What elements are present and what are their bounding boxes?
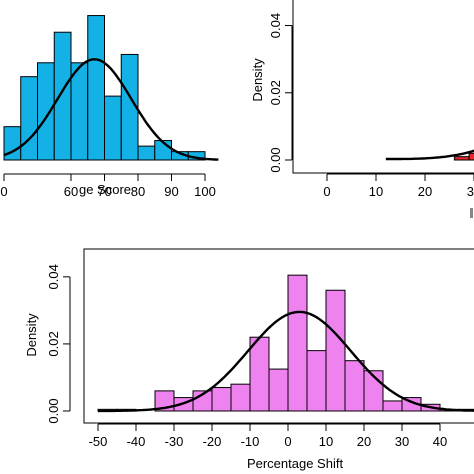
histogram-bar <box>87 15 105 161</box>
y-axis-ticks: 0.00 0.02 0.04 <box>46 264 70 424</box>
y-tick-label: 0.04 <box>46 264 61 289</box>
x-tick-label: 0 <box>323 184 330 199</box>
x-tick-label: 80 <box>131 184 145 199</box>
x-axis-ticks: 0 10 20 30 <box>323 174 474 199</box>
y-tick-label: 0.02 <box>46 331 61 356</box>
histogram-panel-top-right: 0.00 0.02 0.04 Density 0 10 20 30 <box>250 0 474 218</box>
histogram-bar <box>20 76 38 161</box>
x-tick-label: 10 <box>319 434 333 449</box>
x-tick-label: 10 <box>369 184 383 199</box>
x-tick-label: -10 <box>241 434 260 449</box>
x-tick-label: 40 <box>433 434 447 449</box>
histogram-bar <box>120 53 139 161</box>
x-tick-label: 90 <box>164 184 178 199</box>
histogram-bar <box>249 336 270 412</box>
histogram-panel-top-left: 0 60 70 80 90 100 ge Score <box>0 15 219 199</box>
histogram-bar <box>70 62 89 161</box>
histogram-bar <box>468 152 474 161</box>
y-axis-label: Density <box>250 58 265 102</box>
histogram-bar <box>37 62 55 161</box>
histogram-bar <box>382 400 403 412</box>
x-axis-label: ge Score <box>79 182 131 197</box>
x-tick-label: 30 <box>395 434 409 449</box>
x-tick-label: 20 <box>357 434 371 449</box>
density-curve <box>97 310 474 413</box>
plot-frame <box>83 248 474 424</box>
y-tick-label: 0.00 <box>46 398 61 423</box>
histogram-bar <box>453 156 470 161</box>
x-axis-ticks: -50 -40 -30 -20 -10 0 10 20 30 40 <box>89 424 447 449</box>
x-tick-label: -30 <box>165 434 184 449</box>
axis-label-fragment <box>470 208 473 218</box>
density-curve <box>3 58 219 161</box>
x-tick-label: 60 <box>64 184 78 199</box>
histogram-bar <box>306 350 327 412</box>
histogram-bar <box>137 145 156 161</box>
x-tick-label: -40 <box>127 434 146 449</box>
y-axis-ticks: 0.00 0.02 0.04 <box>268 13 292 173</box>
x-tick-label: 0 <box>0 184 7 199</box>
x-axis-ticks: 0 60 70 80 90 100 <box>0 174 216 199</box>
histogram-panel-bottom: 0.00 0.02 0.04 Density -50 -40 -30 -20 -10 0 10 2… <box>24 248 474 471</box>
y-axis-label: Density <box>24 313 39 357</box>
histogram-bar <box>53 31 72 161</box>
x-tick-label: 70 <box>97 184 111 199</box>
histogram-bar <box>344 360 365 412</box>
histogram-bar <box>104 95 122 161</box>
x-tick-label: -50 <box>89 434 108 449</box>
plot-frame <box>292 0 474 174</box>
x-tick-label: -20 <box>203 434 222 449</box>
histogram-bar <box>230 383 251 412</box>
histogram-bars <box>3 15 206 161</box>
histogram-bar <box>211 387 232 412</box>
x-tick-label: 20 <box>418 184 432 199</box>
y-tick-label: 0.00 <box>268 147 283 172</box>
histogram-bars <box>97 274 474 412</box>
histogram-bars <box>453 152 474 161</box>
y-tick-label: 0.02 <box>268 80 283 105</box>
x-axis-label: Percentage Shift <box>247 456 344 471</box>
x-tick-label: 100 <box>194 184 216 199</box>
y-tick-label: 0.04 <box>268 13 283 38</box>
histogram-bar <box>268 368 289 412</box>
x-tick-label: 30 <box>467 184 474 199</box>
x-tick-label: 0 <box>284 434 291 449</box>
density-curve <box>385 149 474 161</box>
histogram-bar <box>287 274 308 412</box>
histogram-bar <box>325 289 346 412</box>
